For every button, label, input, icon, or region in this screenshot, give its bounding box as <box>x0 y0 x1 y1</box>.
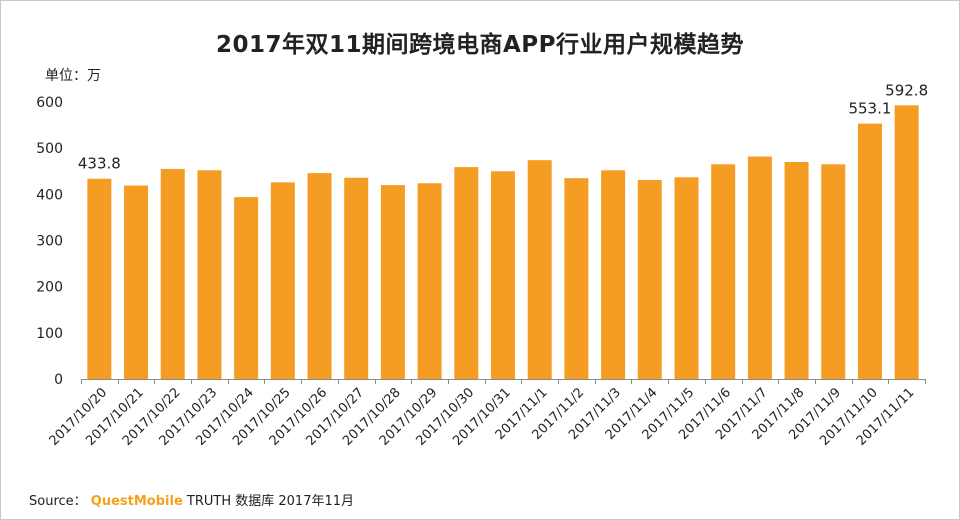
bar <box>197 170 222 379</box>
bar <box>601 170 626 379</box>
bar <box>747 156 772 379</box>
y-tick-label: 0 <box>54 372 63 388</box>
y-tick-label: 400 <box>36 187 63 203</box>
bar <box>711 164 736 379</box>
unit-label: 单位：万 <box>45 68 101 84</box>
bar <box>637 180 662 379</box>
y-tick-label: 200 <box>36 280 63 296</box>
bar <box>270 182 295 379</box>
bar <box>160 168 185 379</box>
y-tick-label: 600 <box>36 95 63 111</box>
bar <box>454 167 479 379</box>
bar <box>857 123 882 380</box>
bar <box>894 105 919 379</box>
bar-series <box>87 105 919 380</box>
y-tick-label: 100 <box>36 326 63 342</box>
data-label: 433.8 <box>78 155 121 173</box>
bar <box>527 160 552 379</box>
bar <box>784 162 809 379</box>
bar <box>87 178 112 379</box>
source-note: Source： QuestMobile TRUTH 数据库 2017年11月 <box>29 490 354 509</box>
y-tick-label: 500 <box>36 141 63 157</box>
data-label: 592.8 <box>885 81 928 99</box>
x-tick-labels: 2017/10/202017/10/212017/10/222017/10/23… <box>47 385 918 449</box>
bar <box>344 177 369 379</box>
data-label: 553.1 <box>848 100 891 118</box>
bar <box>674 177 699 379</box>
bar <box>124 185 149 379</box>
x-axis <box>81 379 926 384</box>
y-tick-label: 300 <box>36 234 63 250</box>
bar <box>380 185 405 379</box>
source-prefix: Source： <box>29 494 87 509</box>
y-axis: 0 100 200 300 400 500 600 <box>36 95 63 388</box>
bar <box>564 178 589 379</box>
source-brand: QuestMobile <box>90 494 183 509</box>
bar <box>821 164 846 379</box>
bar <box>417 183 442 379</box>
source-suffix: TRUTH 数据库 2017年11月 <box>186 494 355 509</box>
bar <box>234 197 259 379</box>
chart-title: 2017年双11期间跨境电商APP行业用户规模趋势 <box>215 32 745 58</box>
bar <box>491 171 515 379</box>
bar <box>307 173 332 379</box>
